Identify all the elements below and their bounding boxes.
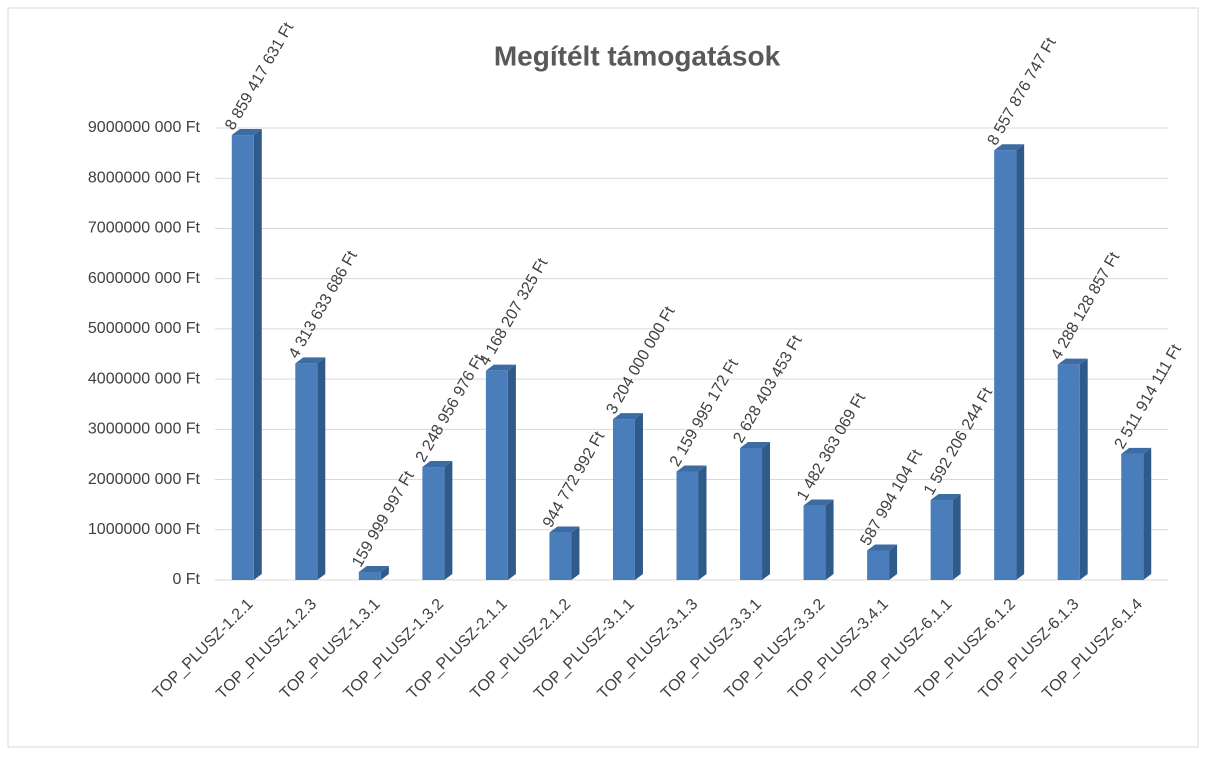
- y-tick-label: 1000000 000 Ft: [88, 521, 201, 538]
- bar: [295, 363, 318, 580]
- bar-side: [889, 544, 898, 580]
- bar-side: [444, 461, 453, 580]
- bar-top: [231, 129, 262, 136]
- chart-title: Megítélt támogatások: [494, 40, 781, 71]
- y-tick-label: 4000000 000 Ft: [88, 370, 201, 387]
- bar: [1057, 364, 1080, 580]
- y-tick-label: 3000000 000 Ft: [88, 421, 201, 438]
- bar-top: [930, 494, 961, 501]
- bar-top: [1057, 358, 1088, 365]
- bar-top: [549, 526, 580, 533]
- bar-top: [358, 565, 389, 572]
- bar: [422, 467, 445, 580]
- bar-top: [867, 544, 898, 551]
- bar: [231, 135, 254, 580]
- bar-side: [1016, 144, 1025, 580]
- bar-top: [803, 499, 834, 506]
- y-tick-label: 0 Ft: [172, 571, 200, 588]
- bar: [994, 150, 1017, 580]
- bar-side: [571, 526, 580, 580]
- bar-side: [380, 565, 389, 580]
- bar: [612, 419, 635, 580]
- bar-top: [676, 465, 707, 472]
- y-tick-label: 8000000 000 Ft: [88, 169, 201, 186]
- bar-side: [507, 364, 516, 580]
- y-tick-label: 9000000 000 Ft: [88, 119, 201, 136]
- bar-top: [994, 144, 1025, 151]
- bar: [485, 370, 508, 580]
- y-tick-label: 6000000 000 Ft: [88, 270, 201, 287]
- bar: [803, 505, 826, 580]
- bar-top: [485, 364, 516, 371]
- bar: [867, 550, 890, 580]
- bar-side: [253, 129, 262, 580]
- bar-top: [612, 413, 643, 420]
- bar-side: [1079, 358, 1088, 580]
- bar-top: [295, 357, 326, 364]
- bar-side: [762, 441, 771, 580]
- y-tick-label: 5000000 000 Ft: [88, 320, 201, 337]
- bar-side: [952, 494, 961, 580]
- bar-side: [317, 357, 326, 580]
- bar-side: [1143, 447, 1152, 580]
- bar-side: [698, 465, 707, 580]
- bar: [930, 500, 953, 580]
- bar-top: [1121, 447, 1152, 454]
- bar-side: [825, 499, 834, 580]
- y-tick-label: 7000000 000 Ft: [88, 220, 201, 237]
- bar: [676, 471, 699, 580]
- bar-side: [634, 413, 643, 580]
- bar: [358, 571, 381, 580]
- bar-top: [422, 461, 453, 468]
- bar: [740, 447, 763, 580]
- y-tick-label: 2000000 000 Ft: [88, 471, 201, 488]
- bar: [1121, 453, 1144, 580]
- bar-top: [740, 441, 771, 448]
- bar: [549, 532, 572, 580]
